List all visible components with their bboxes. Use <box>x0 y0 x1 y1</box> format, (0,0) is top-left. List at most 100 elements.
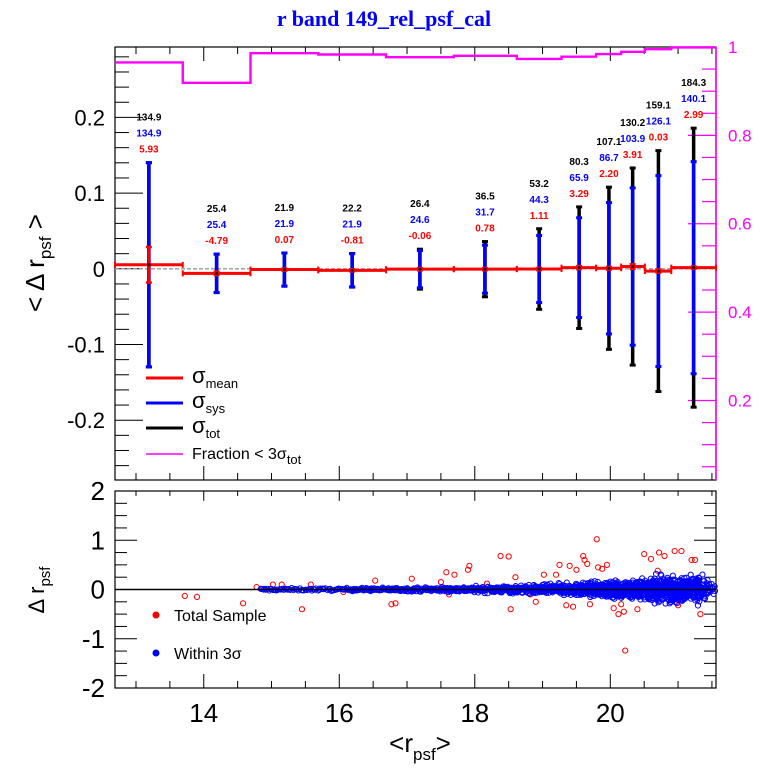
mean-point <box>483 267 487 271</box>
y-tick-label: 0 <box>91 575 105 605</box>
total-sample-point <box>507 606 514 613</box>
total-sample-point <box>603 561 611 568</box>
sigma-sys-value-label: 25.4 <box>207 220 227 231</box>
right-axis: 0.2 0.4 0.6 0.8 1 <box>688 38 752 480</box>
fraction-step-line <box>115 46 716 84</box>
legend-marker-within-3sigma <box>152 649 160 657</box>
legend-label-total-sample: Total Sample <box>174 608 267 625</box>
y-tick-label: 0 <box>93 257 105 282</box>
top-y-axis-title: < Δ rpsf > <box>20 214 55 312</box>
total-sample-point <box>451 571 458 578</box>
within-3sigma-point <box>696 574 703 582</box>
sigma-sys-value-label: 140.1 <box>681 94 706 105</box>
fraction-step-path <box>115 46 716 84</box>
total-sample-point <box>620 608 627 615</box>
total-sample-point <box>392 600 399 607</box>
total-sample-point <box>193 593 201 600</box>
total-sample-point <box>566 562 573 569</box>
bottom-legend: Total Sample Within 3σ <box>152 608 267 663</box>
mean-value-label: -0.81 <box>341 236 364 247</box>
total-sample-point <box>388 601 395 608</box>
mean-point <box>692 266 696 270</box>
bottom-y-axis-title: Δ rpsf <box>24 566 54 614</box>
total-sample-point <box>688 556 695 564</box>
top-y-tick-labels: -0.2 -0.1 0 0.1 0.2 <box>67 105 105 433</box>
sigma-sys-value-label: 103.9 <box>620 134 645 145</box>
total-sample-point <box>563 602 570 609</box>
mean-value-label: 0.03 <box>649 133 669 144</box>
total-sample-point <box>573 566 580 573</box>
total-sample-point <box>671 547 678 555</box>
x-tick-label: 18 <box>460 698 489 728</box>
value-labels: 134.9 134.9 5.93 25.4 25.4 -4.79 21.9 21.9 0.07 2… <box>136 78 706 247</box>
mean-value-label: -4.79 <box>205 236 228 247</box>
total-sample-point <box>239 600 247 607</box>
x-axis-title: <rpsf> <box>389 728 451 764</box>
right-y-tick-label: 0.4 <box>728 303 752 322</box>
y-tick-label: -2 <box>82 673 105 703</box>
total-sample-point <box>540 571 547 578</box>
bottom-y-title-main: Δ r <box>24 587 49 614</box>
sigma-tot-value-label: 80.3 <box>569 157 589 168</box>
total-sample-point <box>497 552 504 560</box>
y-title-main: < Δ r <box>20 259 50 312</box>
legend-marker-total-sample <box>152 611 160 619</box>
total-sample-point <box>618 601 625 608</box>
total-sample-point <box>655 549 663 556</box>
total-sample-points <box>181 536 704 654</box>
chart-title: r band 149_rel_psf_cal <box>277 6 491 31</box>
total-sample-point <box>298 606 306 613</box>
total-sample-point <box>466 562 473 569</box>
sigma-tot-value-label: 26.4 <box>410 199 430 210</box>
sigma-tot-value-label: 22.2 <box>342 204 362 215</box>
total-sample-point <box>505 553 512 560</box>
mean-value-label: 2.99 <box>684 110 704 121</box>
top-y-ticks <box>115 56 143 467</box>
sigma-sys-value-label: 44.3 <box>529 195 549 206</box>
mean-value-label: -0.06 <box>409 231 432 242</box>
bottom-y-tick-labels: -2 -1 0 1 2 <box>82 476 105 703</box>
mean-point <box>418 267 422 271</box>
total-sample-point <box>593 536 600 543</box>
y-tick-label: 1 <box>91 525 105 555</box>
sigma-tot-value-label: 130.2 <box>620 118 645 129</box>
total-sample-point <box>464 566 472 573</box>
total-sample-point <box>512 574 519 581</box>
mean-point <box>631 265 635 269</box>
within-3sigma-point <box>591 578 598 585</box>
sigma-tot-value-label: 21.9 <box>275 203 295 214</box>
mean-value-label: 5.93 <box>139 145 159 156</box>
total-sample-point <box>641 550 648 558</box>
legend-label-sigma-sys: σsys <box>192 388 226 416</box>
total-sample-point <box>408 575 415 582</box>
total-sample-point <box>556 561 563 568</box>
legend-label-sigma-mean: σmean <box>192 363 238 391</box>
within-3sigma-point <box>711 587 719 594</box>
right-y-tick-label: 0.6 <box>728 215 752 234</box>
total-sample-point <box>622 647 629 654</box>
total-sample-point <box>443 569 450 576</box>
total-sample-point <box>610 605 617 612</box>
mean-value-label: 0.07 <box>275 235 295 246</box>
mean-segments <box>114 245 717 284</box>
y-title-end: > <box>20 214 50 236</box>
total-sample-point <box>615 611 622 618</box>
sigma-sys-value-label: 126.1 <box>646 117 671 128</box>
legend-label-fraction: Fraction < 3σtot <box>192 446 302 467</box>
bottom-y-title-sub: psf <box>37 566 54 587</box>
within-3sigma-point <box>694 602 702 609</box>
sigma-sys-value-label: 31.7 <box>475 208 495 219</box>
sigma-tot-value-label: 25.4 <box>207 204 227 215</box>
right-y-tick-label: 0.8 <box>728 126 752 145</box>
sigma-sys-value-label: 21.9 <box>275 219 295 230</box>
bottom-x-ticks <box>135 491 713 688</box>
legend-label-within-3sigma: Within 3σ <box>174 646 242 663</box>
right-y-tick-label: 1 <box>728 38 737 57</box>
within-3sigma-point <box>328 587 335 595</box>
mean-point <box>282 268 286 272</box>
y-tick-label: -1 <box>82 624 105 654</box>
sigma-tot-value-label: 36.5 <box>475 192 495 203</box>
y-tick-label: -0.1 <box>67 332 105 357</box>
y-tick-label: -0.2 <box>67 408 105 433</box>
